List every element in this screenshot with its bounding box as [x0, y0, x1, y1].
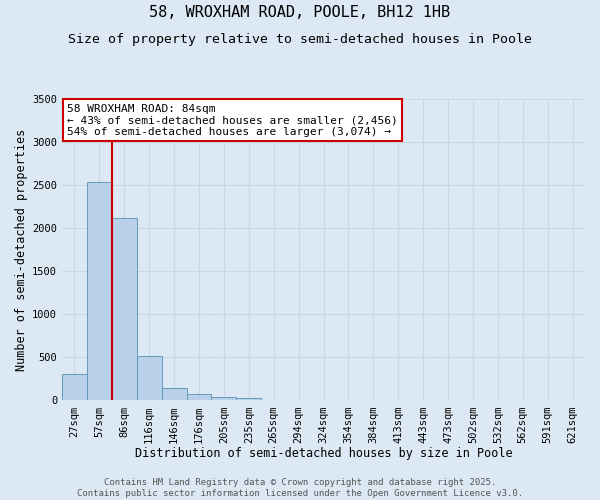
Text: 58 WROXHAM ROAD: 84sqm
← 43% of semi-detached houses are smaller (2,456)
54% of : 58 WROXHAM ROAD: 84sqm ← 43% of semi-det… [67, 104, 398, 136]
Text: Contains HM Land Registry data © Crown copyright and database right 2025.
Contai: Contains HM Land Registry data © Crown c… [77, 478, 523, 498]
Text: Size of property relative to semi-detached houses in Poole: Size of property relative to semi-detach… [68, 32, 532, 46]
Bar [236, 398, 261, 400]
Bar [87, 182, 112, 400]
Bar [137, 356, 161, 401]
Bar [187, 394, 211, 400]
Y-axis label: Number of semi-detached properties: Number of semi-detached properties [15, 128, 28, 371]
Bar [112, 218, 137, 400]
Bar [161, 388, 187, 400]
Bar [211, 398, 236, 400]
Bar [62, 374, 87, 400]
Text: 58, WROXHAM ROAD, POOLE, BH12 1HB: 58, WROXHAM ROAD, POOLE, BH12 1HB [149, 5, 451, 20]
X-axis label: Distribution of semi-detached houses by size in Poole: Distribution of semi-detached houses by … [135, 447, 512, 460]
